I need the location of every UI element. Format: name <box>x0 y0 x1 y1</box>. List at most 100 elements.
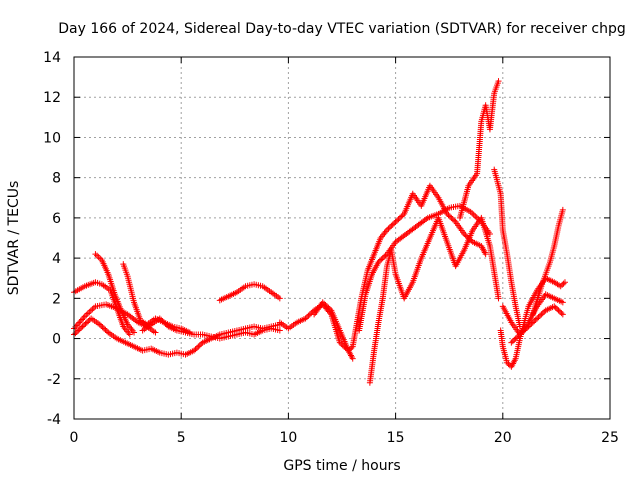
data-point <box>79 316 86 323</box>
data-point <box>193 344 200 351</box>
data-point <box>385 225 392 232</box>
data-point <box>444 210 451 217</box>
data-point <box>558 310 565 317</box>
data-point <box>379 255 386 262</box>
data-point <box>495 295 502 302</box>
data-point <box>77 317 84 324</box>
data-point <box>528 320 535 327</box>
data-point <box>276 327 283 334</box>
data-point <box>538 311 545 318</box>
data-point <box>514 334 521 341</box>
data-point <box>378 256 385 263</box>
data-point <box>526 322 533 329</box>
y-tick-label: 6 <box>52 211 61 227</box>
data-point <box>98 322 105 329</box>
series-track-11 <box>366 214 502 386</box>
data-point <box>451 217 458 224</box>
data-point <box>99 324 106 331</box>
data-point <box>158 316 165 323</box>
data-point <box>381 253 388 260</box>
data-point <box>319 299 326 306</box>
y-tick-labels: -4 -2 0 2 4 6 8 10 12 14 <box>43 50 61 428</box>
data-point <box>87 307 94 314</box>
data-point <box>322 302 329 309</box>
data-point <box>399 212 406 219</box>
data-point <box>78 324 85 331</box>
data-point <box>81 313 88 320</box>
data-point <box>349 355 356 362</box>
data-point <box>161 319 168 326</box>
data-point <box>535 314 542 321</box>
data-point <box>321 300 328 307</box>
data-point <box>325 304 332 311</box>
data-point <box>521 327 528 334</box>
data-point <box>482 251 489 258</box>
series-track-12 <box>456 78 502 221</box>
data-point <box>396 214 403 221</box>
data-point <box>552 304 559 311</box>
data-point <box>555 307 562 314</box>
data-point <box>156 315 163 322</box>
data-point <box>103 328 110 335</box>
data-point <box>309 308 316 315</box>
data-point <box>531 318 538 325</box>
data-point <box>80 314 87 321</box>
data-point <box>394 217 401 224</box>
data-point <box>79 323 86 330</box>
data-point <box>446 213 453 220</box>
data-point <box>345 347 352 354</box>
data-point <box>303 314 310 321</box>
y-tick-label: -4 <box>47 412 61 428</box>
data-point <box>524 324 531 331</box>
data-point <box>541 308 548 315</box>
data-point <box>395 216 402 223</box>
data-point <box>505 361 512 368</box>
series-track-2 <box>71 315 283 358</box>
y-tick-label: 12 <box>43 90 61 106</box>
data-point <box>560 280 567 287</box>
chart-title: Day 166 of 2024, Sidereal Day-to-day VTE… <box>58 21 626 37</box>
data-point <box>445 212 452 219</box>
y-tick-label: 0 <box>52 332 61 348</box>
data-point <box>326 306 333 313</box>
data-point <box>398 213 405 220</box>
data-point <box>559 206 566 213</box>
data-point <box>536 312 543 319</box>
data-point <box>511 336 518 343</box>
data-point <box>96 321 103 328</box>
data-point <box>84 310 91 317</box>
data-point <box>525 323 532 330</box>
data-point <box>375 259 382 266</box>
data-point <box>163 322 170 329</box>
data-point <box>504 359 511 366</box>
data-point <box>348 344 355 351</box>
data-point <box>470 211 477 218</box>
y-tick-label: 10 <box>43 130 61 146</box>
data-point <box>559 299 566 306</box>
x-tick-label: 0 <box>70 430 79 446</box>
data-point <box>461 230 468 237</box>
data-point <box>102 326 109 333</box>
data-point <box>76 319 83 326</box>
data-point <box>81 322 88 329</box>
series-track-9 <box>311 182 489 354</box>
data-point <box>191 347 198 354</box>
x-axis-title: GPS time / hours <box>283 458 400 474</box>
data-point <box>509 338 516 345</box>
grid <box>74 57 610 419</box>
y-tick-label: 2 <box>52 291 61 307</box>
x-tick-label: 5 <box>177 430 186 446</box>
data-point <box>559 281 566 288</box>
data-point <box>162 320 169 327</box>
data-point <box>82 320 89 327</box>
data-point <box>85 318 92 325</box>
data-point <box>75 327 82 334</box>
data-point <box>72 330 79 337</box>
data-point <box>561 279 568 286</box>
data-point <box>512 335 519 342</box>
data-marks <box>71 78 568 386</box>
y-axis-title: SDTVAR / TECUs <box>6 181 22 296</box>
data-point <box>495 78 502 85</box>
data-point <box>323 303 330 310</box>
data-point <box>515 332 522 339</box>
